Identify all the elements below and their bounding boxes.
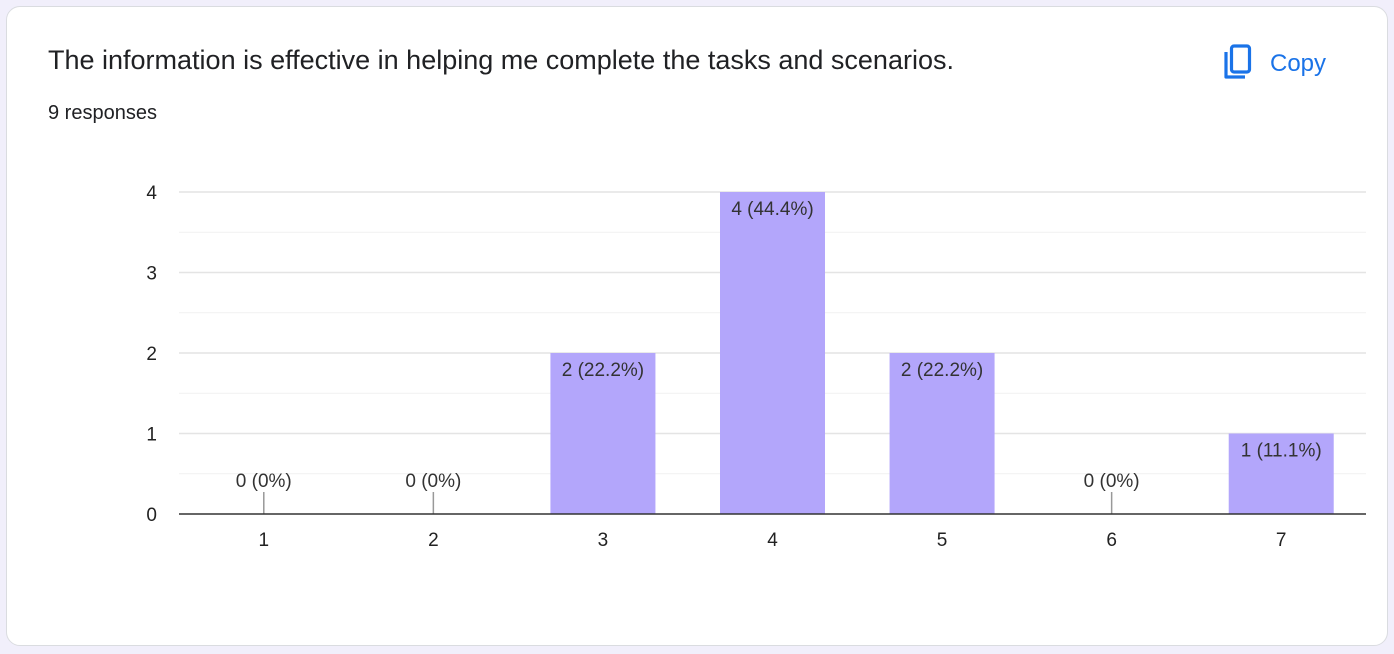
y-tick-label: 3: [146, 264, 157, 285]
chart-bars: [263, 192, 1334, 514]
data-label: 0 (0%): [405, 471, 461, 492]
chart-ticks: 0 1 2 3 4 1 2 3 4 5 6 7: [146, 183, 1366, 551]
data-label: 0 (0%): [236, 471, 292, 492]
data-label: 2 (22.2%): [562, 360, 644, 381]
y-tick-label: 2: [146, 344, 157, 365]
bar: [1228, 433, 1334, 514]
copy-label: Copy: [1270, 50, 1327, 77]
data-label: 0 (0%): [1084, 471, 1140, 492]
chart-labels: 0 (0%) 0 (0%) 2 (22.2%) 4 (44.4%) 2 (22.2%) 0…: [236, 199, 1322, 492]
x-tick-label: 5: [937, 530, 948, 551]
y-tick-label: 1: [146, 425, 157, 446]
question-title: The information is effective in helping …: [48, 45, 954, 75]
bar-chart: 0 1 2 3 4 1 2 3 4 5 6 7 0 (0%) 0 (0%) 2 (22.2%) 4 (44.…: [146, 183, 1366, 551]
y-tick-label: 4: [146, 183, 157, 204]
data-label: 4 (44.4%): [731, 199, 813, 220]
x-tick-label: 4: [767, 530, 778, 551]
copy-button[interactable]: Copy: [1212, 39, 1336, 89]
x-tick-label: 6: [1106, 530, 1117, 551]
x-tick-label: 3: [598, 530, 609, 551]
y-tick-label: 0: [146, 505, 157, 526]
question-card: The information is effective in helping …: [6, 6, 1388, 646]
x-tick-label: 2: [428, 530, 439, 551]
copy-icon: [1222, 43, 1252, 85]
data-label: 2 (22.2%): [901, 360, 983, 381]
bar: [550, 353, 656, 514]
bar: [889, 353, 995, 514]
x-tick-label: 7: [1276, 530, 1287, 551]
x-tick-label: 1: [258, 530, 269, 551]
data-label: 1 (11.1%): [1241, 441, 1322, 462]
bar: [720, 192, 825, 514]
response-count: 9 responses: [48, 102, 157, 124]
